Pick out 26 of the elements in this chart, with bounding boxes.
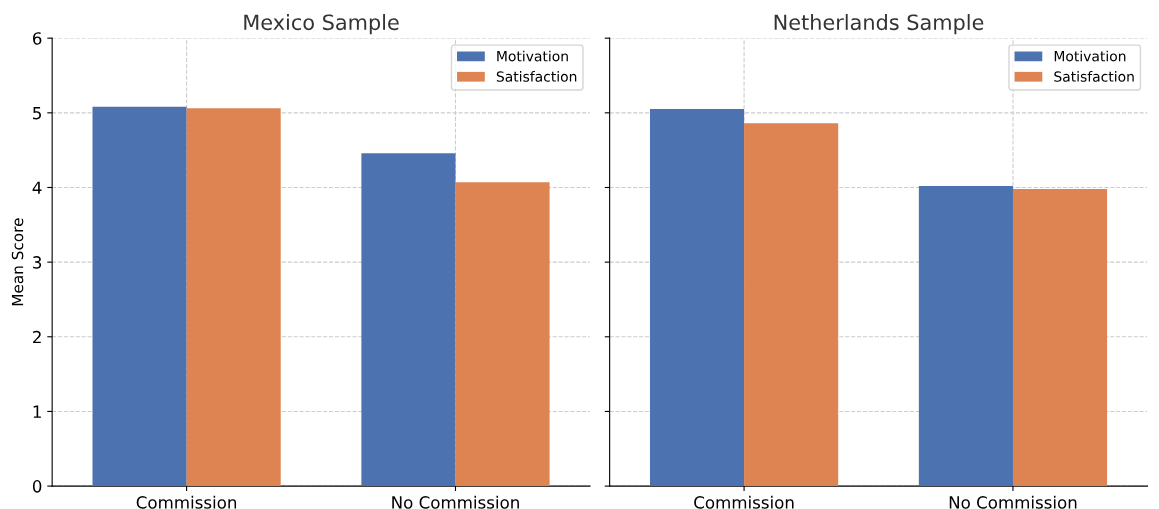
x-tick-label: Commission [136,495,237,509]
bar [186,108,281,487]
x-tick-label: No Commission [949,495,1077,509]
bar [1012,188,1108,487]
x-tick-label: Commission [694,495,794,509]
legend-label: Satisfaction [496,71,577,82]
y-tick-label: 2 [33,330,41,344]
bar [918,185,1013,487]
legend-label: Satisfaction [1054,71,1134,82]
legend-label: Motivation [497,50,568,62]
y-tick-label: 3 [33,256,42,269]
bar [649,109,745,487]
chart-title: Mexico Sample [244,14,399,35]
bar [92,106,187,487]
x-tick-label: No Commission [392,495,519,509]
y-tick-label: 1 [33,405,41,418]
chart-title: Netherlands Sample [774,14,984,35]
y-tick-label: 0 [32,480,42,493]
bar [361,153,456,487]
bar [744,123,839,487]
y-tick-label: 6 [32,32,42,45]
y-tick-label: 4 [32,181,42,194]
y-tick-label: 5 [33,107,41,120]
legend-label: Motivation [1054,50,1126,62]
y-axis-title: Mean Score [11,218,24,306]
bar [455,182,550,487]
